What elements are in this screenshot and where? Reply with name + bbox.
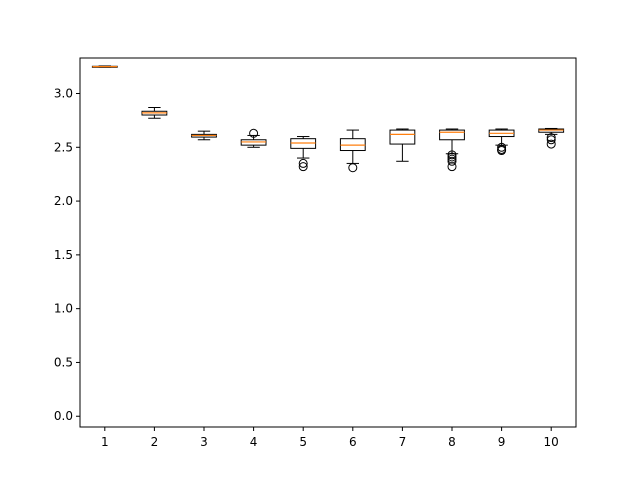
- x-tick-label: 3: [200, 435, 208, 449]
- outlier-point: [249, 128, 259, 138]
- y-tick-label: 2.0: [54, 194, 73, 208]
- outlier-point: [348, 163, 358, 173]
- y-tick-label: 3.0: [54, 87, 73, 101]
- x-tick-label: 8: [448, 435, 456, 449]
- x-tick-label: 7: [399, 435, 407, 449]
- x-tick-label: 1: [101, 435, 109, 449]
- x-tick-label: 2: [151, 435, 159, 449]
- y-tick-label: 1.0: [54, 302, 73, 316]
- axes-frame: [79, 57, 577, 428]
- y-tick-label: 2.5: [54, 140, 73, 154]
- outlier-point: [298, 158, 308, 168]
- y-axis: 0.0 0.5 1.0 1.5 2.0 2.5 3.0: [54, 87, 80, 423]
- iqr-box: [389, 129, 416, 145]
- box-group-1: [91, 65, 118, 68]
- plot-area: [91, 65, 565, 173]
- outlier-point: [447, 152, 457, 162]
- x-axis: 1 2 3 4 5 6 7 8 9 10: [101, 427, 559, 449]
- box-group-4: [240, 128, 267, 148]
- outlier-point: [447, 156, 457, 166]
- outlier-point: [546, 139, 556, 149]
- x-tick-label: 4: [250, 435, 258, 449]
- outlier-point: [497, 142, 507, 152]
- x-tick-label: 5: [299, 435, 307, 449]
- box-group-6: [339, 129, 366, 173]
- box-group-9: [488, 128, 515, 156]
- outlier-point: [447, 162, 457, 172]
- x-tick-label: 6: [349, 435, 357, 449]
- box-group-3: [191, 130, 217, 141]
- x-tick-label: 10: [544, 435, 559, 449]
- box-group-7: [389, 128, 416, 162]
- x-tick-label: 9: [498, 435, 506, 449]
- outlier-point: [497, 146, 507, 156]
- outlier-point: [546, 133, 556, 143]
- box-group-10: [538, 127, 565, 149]
- outlier-point: [298, 162, 308, 172]
- box-group-2: [141, 106, 168, 119]
- box-group-5: [290, 136, 317, 172]
- outlier-point: [546, 135, 556, 145]
- y-tick-label: 0.5: [54, 355, 73, 369]
- iqr-box: [439, 129, 465, 141]
- y-tick-label: 1.5: [54, 248, 73, 262]
- y-tick-label: 0.0: [54, 409, 73, 423]
- box-group-8: [439, 128, 465, 172]
- outlier-point: [447, 150, 457, 160]
